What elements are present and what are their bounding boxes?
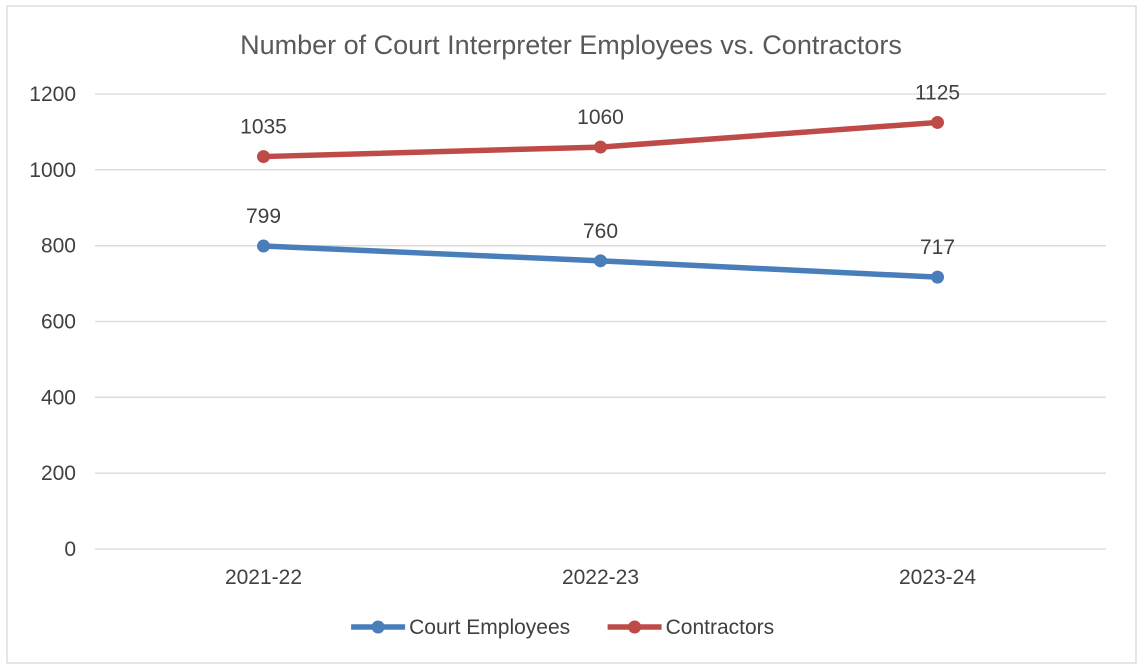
x-axis-ticks: 2021-22 2022-23 2023-24 — [225, 566, 976, 589]
x-tick-label: 2022-23 — [562, 566, 639, 589]
x-tick-label: 2023-24 — [899, 566, 976, 589]
data-label-court-employees: 760 — [583, 220, 618, 243]
x-tick-label: 2021-22 — [225, 566, 302, 589]
data-label-contractors: 1060 — [577, 106, 624, 129]
y-tick-label: 200 — [41, 462, 76, 485]
data-point-contractors — [257, 150, 270, 164]
chart-border — [6, 5, 1137, 664]
y-tick-label: 400 — [41, 386, 76, 409]
y-tick-label: 1200 — [29, 83, 76, 106]
data-point-court-employees — [257, 239, 270, 253]
y-tick-label: 1000 — [29, 159, 76, 182]
y-tick-label: 600 — [41, 311, 76, 334]
series-group: 799 760 717 1035 1060 1125 — [240, 81, 960, 284]
data-label-contractors: 1125 — [915, 81, 960, 104]
legend-label-court-employees: Court Employees — [409, 616, 570, 639]
data-label-court-employees: 799 — [246, 205, 281, 228]
y-axis-ticks: 0 200 400 600 800 1000 1200 — [29, 83, 76, 561]
legend-marker-contractors — [628, 620, 642, 634]
legend-label-contractors: Contractors — [666, 616, 775, 639]
y-tick-label: 0 — [64, 538, 76, 561]
data-point-court-employees — [594, 254, 607, 268]
data-point-contractors — [594, 140, 607, 154]
data-point-court-employees — [931, 270, 944, 284]
legend-marker-court-employees — [371, 620, 385, 634]
chart-title: Number of Court Interpreter Employees vs… — [240, 30, 902, 60]
data-point-contractors — [931, 115, 944, 129]
y-tick-label: 800 — [41, 235, 76, 258]
data-label-contractors: 1035 — [240, 116, 287, 139]
data-label-court-employees: 717 — [920, 236, 955, 259]
legend: Court Employees Contractors — [351, 616, 774, 639]
